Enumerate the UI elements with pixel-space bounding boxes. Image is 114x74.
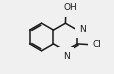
Text: OH: OH — [63, 3, 77, 12]
Text: N: N — [79, 25, 85, 34]
Text: Cl: Cl — [92, 40, 101, 49]
Text: N: N — [62, 52, 69, 61]
